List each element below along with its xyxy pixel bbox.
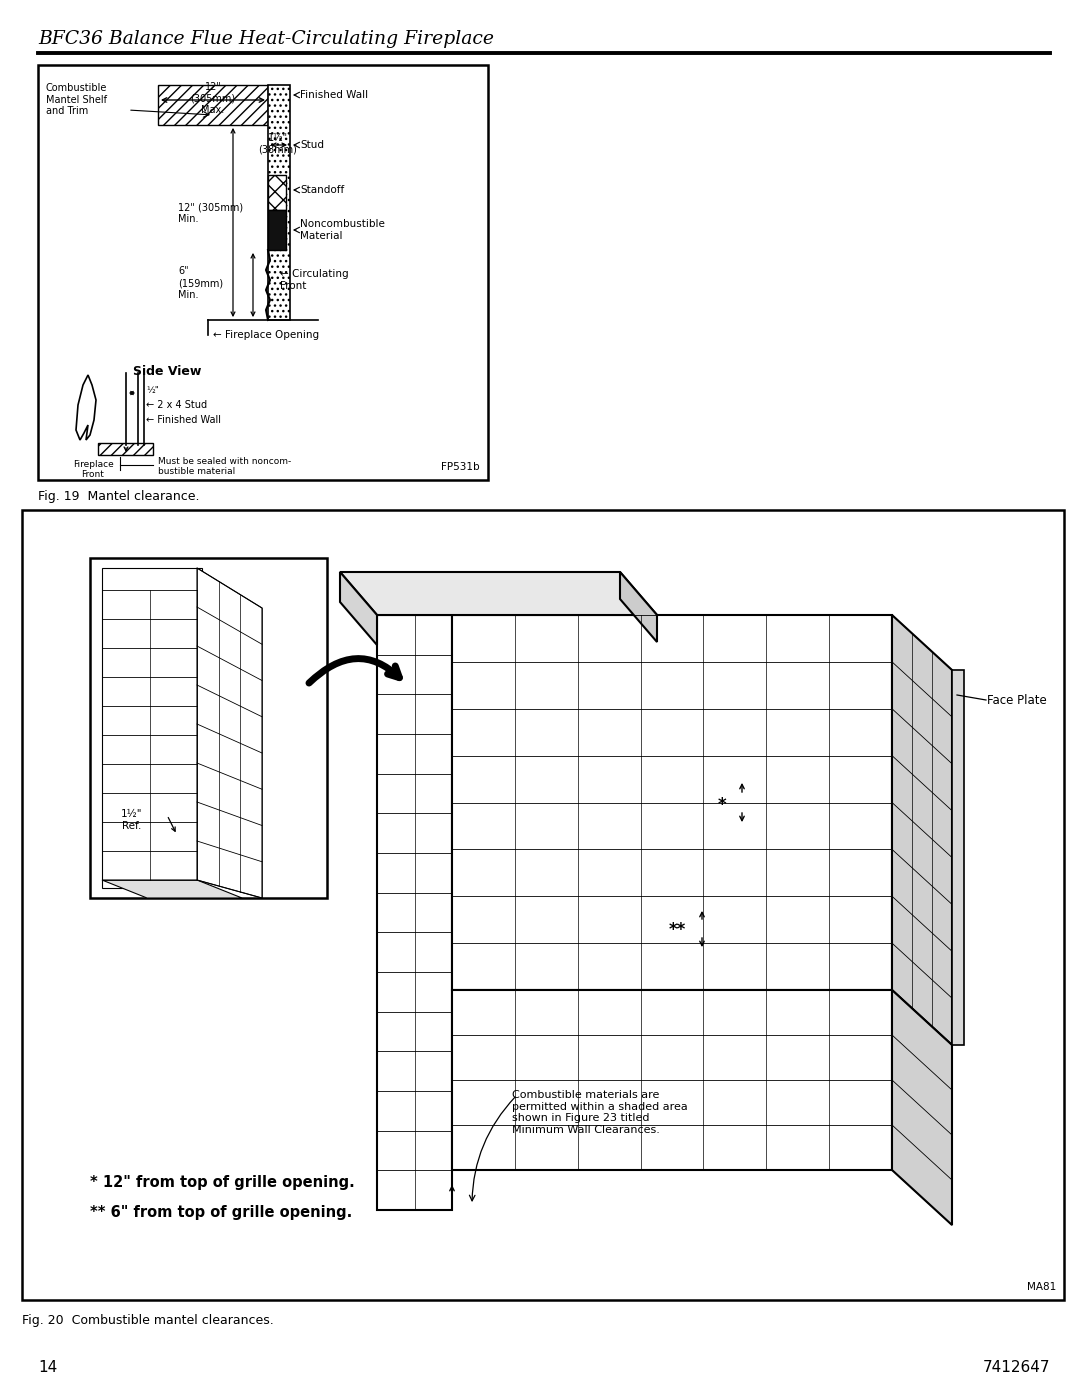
Text: ½": ½"	[146, 386, 159, 394]
Polygon shape	[268, 175, 286, 210]
Text: ← Fireplace Opening: ← Fireplace Opening	[213, 330, 319, 339]
Text: *: *	[718, 796, 727, 814]
Text: 14: 14	[38, 1361, 57, 1375]
Text: **: **	[669, 921, 686, 939]
Text: ← 2 x 4 Stud: ← 2 x 4 Stud	[146, 400, 207, 409]
Text: FP531b: FP531b	[442, 462, 480, 472]
Text: 1½"
(38mm): 1½" (38mm)	[258, 133, 297, 155]
Polygon shape	[102, 569, 202, 888]
Text: BFC36 Balance Flue Heat-Circulating Fireplace: BFC36 Balance Flue Heat-Circulating Fire…	[38, 29, 494, 47]
Text: MA81: MA81	[1027, 1282, 1056, 1292]
Text: Combustible materials are
permitted within a shaded area
shown in Figure 23 titl: Combustible materials are permitted with…	[512, 1090, 688, 1134]
Text: Side View: Side View	[133, 365, 201, 379]
Polygon shape	[158, 85, 268, 124]
Text: 6"
(159mm)
Min.: 6" (159mm) Min.	[178, 267, 224, 299]
Polygon shape	[892, 990, 951, 1225]
Polygon shape	[197, 569, 262, 898]
Bar	[951, 671, 964, 1045]
Bar	[377, 615, 453, 1210]
Polygon shape	[340, 571, 377, 645]
Text: Fireplace
Front: Fireplace Front	[72, 460, 113, 479]
Bar	[22, 510, 1064, 1301]
Text: * 12" from top of grille opening.: * 12" from top of grille opening.	[90, 1175, 354, 1190]
Text: ← Finished Wall: ← Finished Wall	[146, 415, 221, 425]
Polygon shape	[268, 85, 291, 320]
Text: ** 6" from top of grille opening.: ** 6" from top of grille opening.	[90, 1206, 352, 1220]
Bar	[453, 615, 892, 990]
Polygon shape	[76, 374, 96, 440]
Text: 12"
(305mm)
Max.: 12" (305mm) Max.	[190, 82, 235, 115]
Bar	[38, 66, 488, 481]
Text: ← Circulating
Front: ← Circulating Front	[280, 270, 349, 291]
Text: Noncombustible
Material: Noncombustible Material	[300, 219, 384, 240]
Text: Fig. 20  Combustible mantel clearances.: Fig. 20 Combustible mantel clearances.	[22, 1315, 273, 1327]
Text: Face Plate: Face Plate	[987, 693, 1047, 707]
Polygon shape	[892, 615, 951, 1045]
Bar	[90, 557, 327, 898]
Text: Finished Wall: Finished Wall	[300, 89, 368, 101]
Text: Combustible
Mantel Shelf
and Trim: Combustible Mantel Shelf and Trim	[46, 82, 107, 116]
Polygon shape	[620, 571, 657, 643]
Polygon shape	[340, 571, 657, 615]
Text: 1½"
Ref.: 1½" Ref.	[121, 809, 143, 831]
Bar	[453, 990, 892, 1171]
Text: Must be sealed with noncom-
bustible material: Must be sealed with noncom- bustible mat…	[158, 457, 292, 476]
Text: Standoff: Standoff	[300, 184, 345, 196]
Polygon shape	[98, 443, 153, 455]
Text: 7412647: 7412647	[983, 1361, 1050, 1375]
Text: 12" (305mm)
Min.: 12" (305mm) Min.	[178, 203, 243, 224]
Polygon shape	[102, 880, 242, 898]
Polygon shape	[268, 210, 286, 250]
Text: Stud: Stud	[300, 140, 324, 149]
Text: Fig. 19  Mantel clearance.: Fig. 19 Mantel clearance.	[38, 490, 200, 503]
